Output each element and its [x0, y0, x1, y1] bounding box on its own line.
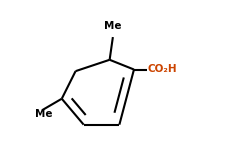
Text: Me: Me: [35, 109, 52, 119]
Text: CO₂H: CO₂H: [148, 64, 177, 74]
Text: Me: Me: [104, 21, 122, 31]
